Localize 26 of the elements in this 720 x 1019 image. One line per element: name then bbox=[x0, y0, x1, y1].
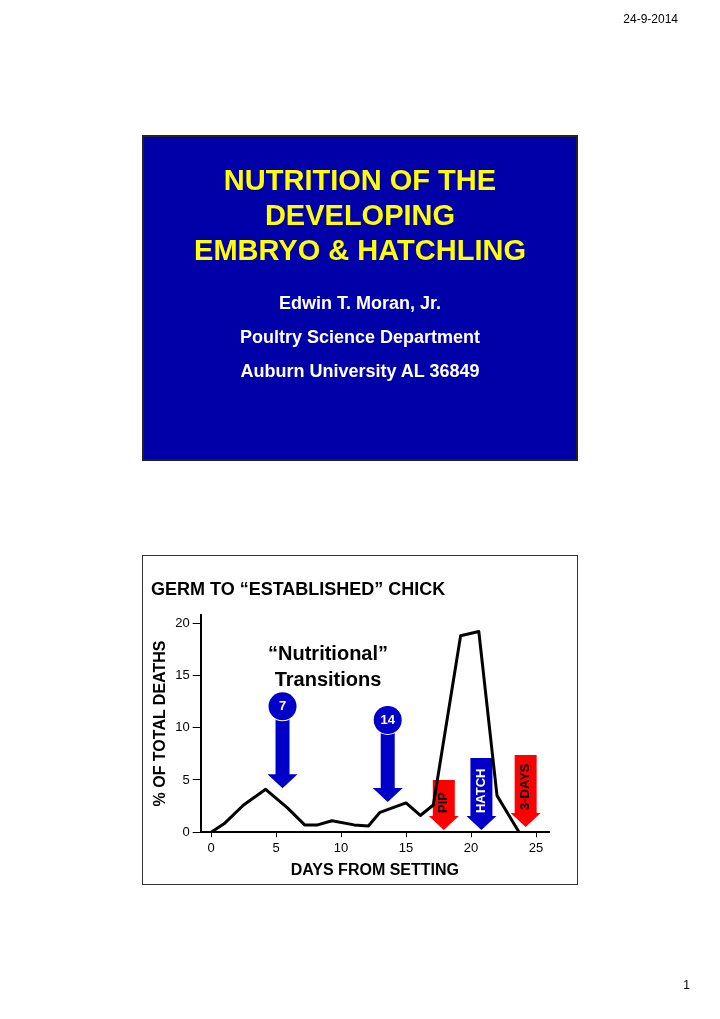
text: Auburn University AL 36849 bbox=[239, 360, 481, 383]
annotation: 7 bbox=[278, 697, 287, 713]
text: 1 bbox=[683, 978, 690, 992]
x-tick-label: 5 bbox=[272, 839, 280, 855]
annotation: HATCH bbox=[473, 768, 488, 814]
y-tick-label: 10 bbox=[175, 719, 190, 735]
text: 24-9-2014 bbox=[623, 12, 678, 26]
annotation: “Nutritional” Transitions bbox=[268, 641, 389, 690]
y-tick-label: 5 bbox=[182, 771, 190, 787]
y-axis-title: % OF TOTAL DEATHS bbox=[151, 640, 169, 807]
chart-title: GERM TO “ESTABLISHED” CHICK bbox=[150, 579, 447, 600]
x-tick-label: 10 bbox=[333, 839, 349, 855]
text: NUTRITION OF THE DEVELOPING EMBRYO & HATCHLING bbox=[193, 163, 527, 268]
x-tick-label: 0 bbox=[207, 839, 215, 855]
y-tick-label: 20 bbox=[175, 614, 190, 630]
x-tick-label: 25 bbox=[528, 839, 544, 855]
x-axis-title: DAYS FROM SETTING bbox=[290, 860, 459, 878]
text: Edwin T. Moran, Jr. bbox=[278, 292, 442, 315]
x-tick-label: 20 bbox=[463, 839, 479, 855]
x-tick-label: 15 bbox=[398, 839, 414, 855]
y-tick-label: 15 bbox=[175, 667, 190, 682]
y-tick-label: 0 bbox=[182, 823, 190, 839]
annotation: 3-DAYS bbox=[517, 763, 533, 810]
annotation: 14 bbox=[380, 711, 396, 727]
annotation: PIP bbox=[435, 791, 451, 814]
text: Poultry Science Department bbox=[238, 326, 482, 349]
